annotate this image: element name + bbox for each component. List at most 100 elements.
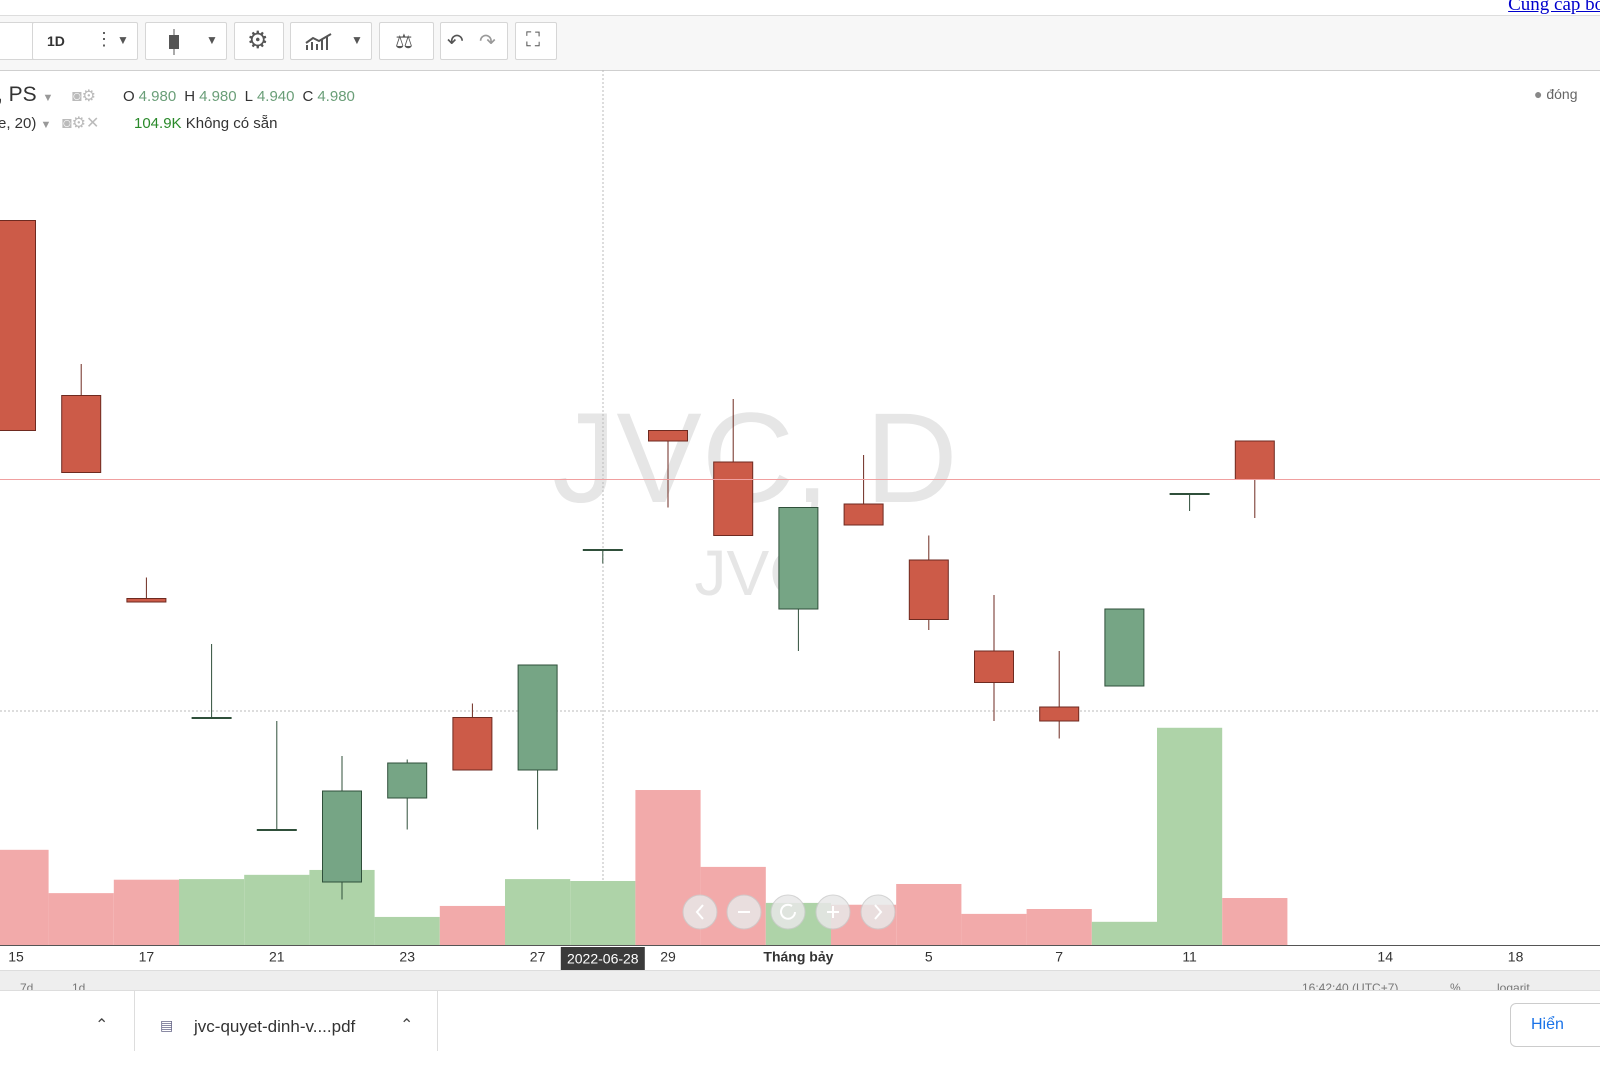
interval[interactable]: 1D: [47, 33, 65, 49]
dropdown[interactable]: ▼: [117, 33, 129, 47]
range-1d[interactable]: 1d: [72, 981, 86, 991]
status-label: đóng: [1546, 86, 1577, 102]
volume-bar: [961, 913, 1027, 945]
show-all-button[interactable]: Hiển: [1510, 1003, 1600, 1047]
gear-icon: ⚙: [247, 27, 269, 54]
candle-body: [843, 503, 884, 526]
dropdown[interactable]: ▼: [351, 33, 363, 47]
undo[interactable]: ↶: [447, 31, 464, 53]
volume-bar: [1026, 908, 1092, 945]
candle-body: [1039, 706, 1080, 722]
chart-style[interactable]: ▼: [145, 22, 227, 60]
volume-value: 104.9K: [134, 115, 182, 132]
legend-value: 4.940: [256, 88, 295, 105]
chevron[interactable]: ⌃: [95, 1017, 109, 1034]
volume-bar: [1157, 727, 1223, 945]
x-tick-label: 29: [660, 949, 676, 965]
legend-icons[interactable]: ◙⚙: [72, 88, 97, 105]
candle-body: [322, 790, 362, 883]
undo-redo[interactable]: ↶ ↷: [440, 22, 508, 60]
legend-value: 4.980: [199, 88, 237, 105]
candle-body: [582, 549, 623, 551]
volume-bar: [0, 849, 49, 945]
candle-body: [191, 717, 232, 719]
attribution-link[interactable]: Cung cấp bởi: [1508, 0, 1600, 15]
x-tick-label: 2022-06-28: [567, 951, 639, 967]
volume-bar: [1091, 921, 1157, 945]
candle-body: [0, 220, 36, 431]
volume-bar: [179, 879, 245, 945]
indicators[interactable]: ▼: [290, 22, 372, 60]
legend-key: H: [184, 88, 196, 105]
legend-value: 4.980: [317, 88, 355, 105]
interval-box[interactable]: 1D ⋮ ▼: [32, 22, 138, 60]
legend-key: C: [302, 88, 314, 105]
candle-body: [256, 829, 297, 831]
settings[interactable]: ⚙: [234, 22, 284, 60]
scroll-right[interactable]: [860, 894, 896, 930]
legend-key: O: [123, 88, 135, 105]
file-icon: ▤: [160, 1017, 174, 1033]
candle-body: [713, 461, 754, 536]
dropdown[interactable]: ▼: [206, 33, 218, 47]
percent[interactable]: %: [1450, 981, 1461, 991]
chevron[interactable]: ⌃: [400, 1017, 414, 1034]
x-tick-label: 7: [1055, 949, 1063, 965]
x-tick-label: 17: [139, 949, 155, 965]
volume-bar: [570, 880, 636, 945]
candle-body: [387, 762, 428, 799]
x-tick-label: 21: [269, 949, 285, 965]
log[interactable]: logarit: [1497, 981, 1530, 991]
candle-body: [452, 717, 493, 771]
chart: JVC, D JVC 15 17 21 23 27 2022-06-28 29 Tháng b…: [0, 70, 1600, 971]
indicator-icon: [305, 33, 332, 50]
volume-status: Không có sẵn: [185, 115, 278, 132]
crosshair-label-box: [560, 947, 645, 971]
volume-bar: [1222, 898, 1288, 945]
candle-body: [778, 507, 819, 610]
legend-value: 4.980: [138, 88, 177, 105]
candle-body: [648, 430, 688, 442]
show-all[interactable]: Hiển: [1531, 1016, 1564, 1033]
candle-body: [908, 559, 949, 620]
redo[interactable]: ↷: [479, 31, 496, 53]
x-tick-label: 23: [399, 949, 415, 965]
divider: [437, 991, 438, 1051]
volume-bar: [374, 916, 440, 945]
plot: [0, 220, 1600, 945]
reset[interactable]: [770, 894, 806, 930]
scroll-left[interactable]: [682, 894, 718, 930]
x-tick-label: 18: [1508, 949, 1524, 965]
nav-icons: [695, 903, 883, 920]
compare[interactable]: ⚖: [379, 22, 434, 60]
downloads-bar: ⌃ ▤ jvc-quyet-dinh-v....pdf ⌃ Hiển: [0, 990, 1600, 1067]
study-icons[interactable]: ◙⚙✕: [62, 115, 100, 132]
candle-body: [974, 650, 1014, 683]
legend-key: L: [244, 88, 253, 105]
candle-body: [517, 664, 558, 771]
volume-bar: [439, 905, 505, 945]
volume-bar: [48, 893, 114, 945]
x-tick-label: 11: [1182, 949, 1197, 965]
volume-legend: 104.9K Không có sẵn: [134, 115, 277, 132]
study-label: e, 20): [0, 115, 37, 132]
ohlc-legend: O 4.980 H 4.980 L 4.940 C 4.980: [123, 88, 363, 105]
candle-icon: [169, 29, 179, 55]
fullscreen-icon: ⛶: [526, 29, 540, 51]
menu-dots[interactable]: ⋮: [95, 29, 113, 49]
volume-bar: [244, 874, 310, 945]
candle-body: [1169, 493, 1210, 495]
x-tick-label: 14: [1377, 949, 1393, 965]
scale-icon: ⚖: [395, 31, 413, 53]
clock: 16:42:40 (UTC+7): [1302, 981, 1399, 991]
range-7d[interactable]: 7d: [20, 981, 34, 991]
status: ● đóng: [1534, 86, 1578, 102]
watermark-title: JVC, D: [552, 387, 957, 530]
x-tick-label: 27: [530, 949, 546, 965]
x-tick-label: Tháng bảy: [763, 949, 833, 965]
candle-body: [1104, 608, 1145, 687]
download-file[interactable]: jvc-quyet-dinh-v....pdf: [194, 1017, 356, 1036]
fullscreen[interactable]: ⛶: [515, 22, 557, 60]
candle-body: [61, 395, 102, 473]
symbol: , PS: [0, 83, 37, 106]
